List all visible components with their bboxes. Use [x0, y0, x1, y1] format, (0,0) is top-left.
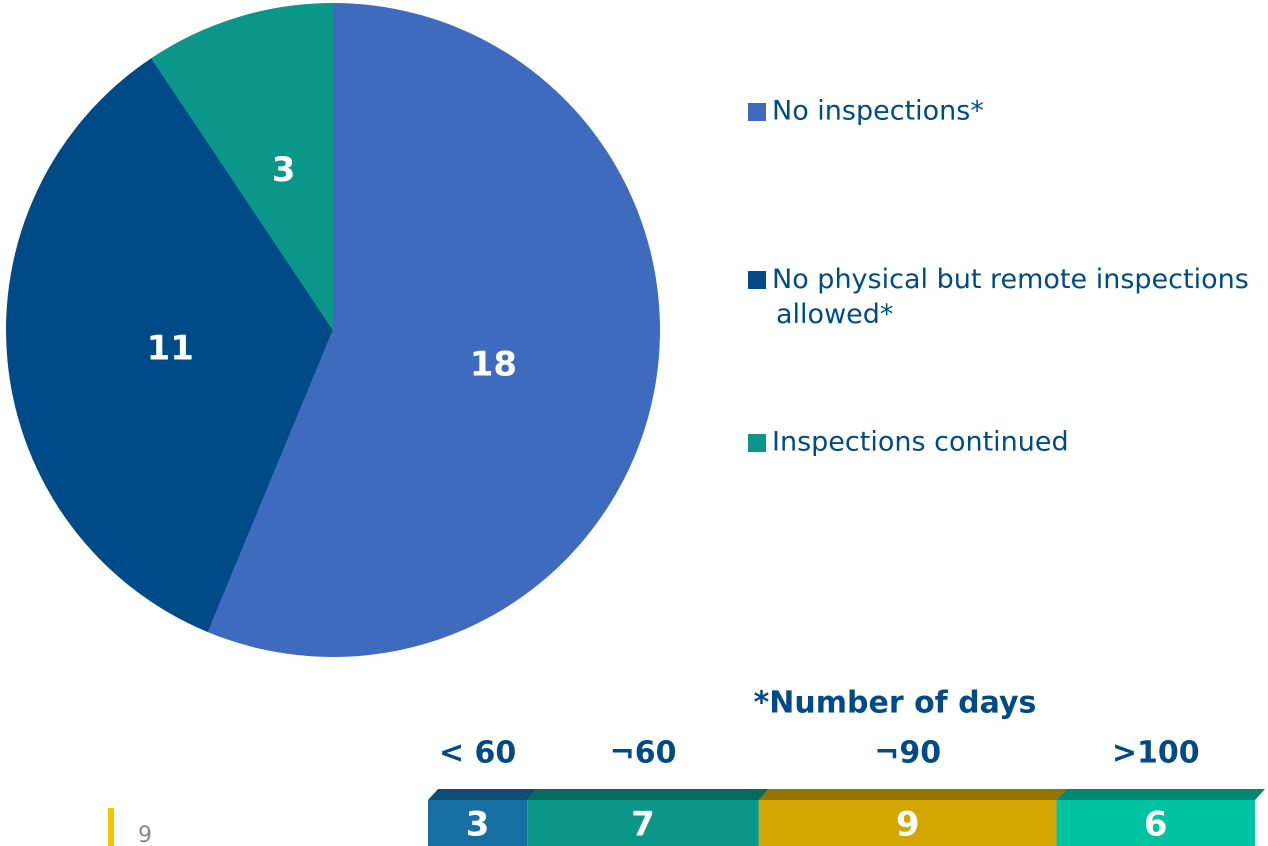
segment-label: 7 — [631, 805, 655, 845]
page-number: 9 — [138, 823, 152, 846]
legend-label: Inspections continued — [772, 427, 1069, 458]
pie-slice — [207, 3, 661, 657]
segment-category: < 60 — [439, 736, 516, 771]
segment-category: >100 — [1112, 736, 1200, 771]
segment — [758, 800, 1057, 846]
data-label: 3 — [272, 150, 296, 190]
legend-label: No inspections* — [772, 96, 984, 127]
pie-slice — [5, 58, 333, 633]
legend-swatch — [748, 434, 766, 452]
segment-top — [527, 789, 769, 800]
legend-swatch — [748, 103, 766, 121]
segment-label: 3 — [466, 805, 490, 845]
legend-line: No physical but remote inspections — [772, 264, 1249, 295]
legend-label: No physical but remote inspections allowe… — [772, 264, 1249, 330]
data-label: 18 — [470, 344, 517, 384]
segment-label: 9 — [896, 805, 920, 845]
segment-top — [1056, 789, 1265, 800]
segment — [1056, 800, 1255, 846]
segment — [428, 800, 528, 846]
segment — [527, 800, 759, 846]
data-label: 11 — [147, 329, 194, 369]
segment-top — [428, 789, 538, 800]
legend-swatch — [748, 271, 766, 289]
pie-slice — [151, 3, 333, 330]
segment-category: ¬60 — [610, 736, 677, 771]
legend-line: allowed* — [776, 299, 893, 330]
segment-category: ¬90 — [874, 736, 941, 771]
strip-title: *Number of days — [754, 686, 1037, 721]
page-marker — [108, 808, 114, 846]
segment-label: 6 — [1144, 805, 1168, 845]
segment-top — [758, 789, 1067, 800]
